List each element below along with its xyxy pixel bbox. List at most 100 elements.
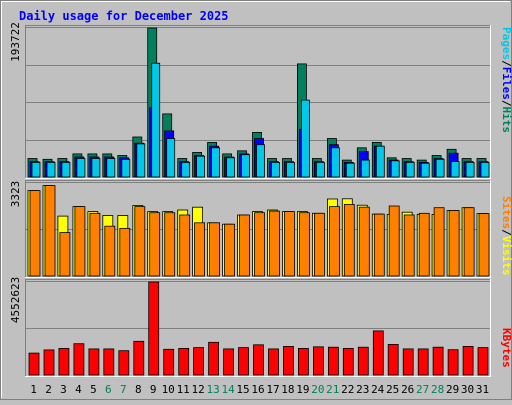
bar-sites-day-28 [433,207,445,277]
bar-pages-day-7 [121,158,131,178]
bar-pages-day-18 [286,161,295,178]
bar-sites-day-27 [418,212,430,277]
x-tick-label-30: 30 [461,383,474,396]
panel-visits-ymax-label: 3323 [9,181,22,208]
x-tick-label-1: 1 [30,383,37,396]
chart-title: Daily usage for December 2025 [19,9,229,23]
legend-sep-2: / [500,100,512,107]
bar-sites-day-16 [254,212,265,277]
bar-pages-day-9 [151,62,161,178]
x-tick-label-26: 26 [401,383,414,396]
legend-visits-sites: Sites/Visits [500,196,512,276]
bar-sites-day-6 [104,225,116,277]
bar-sites-day-12 [194,222,206,277]
bar-kbytes-day-8 [133,340,145,376]
x-tick-label-13: 13 [206,383,219,396]
bar-kbytes-day-23 [357,346,369,376]
bar-kbytes-day-22 [342,347,354,376]
bar-pages-day-26 [405,161,415,178]
bar-pages-day-29 [450,161,460,178]
bar-pages-day-20 [315,161,325,178]
bar-kbytes-day-28 [432,346,444,376]
bar-kbytes-day-5 [88,348,100,376]
bar-sites-day-22 [343,203,355,277]
panel-visits-bars [27,185,490,277]
x-tick-label-22: 22 [341,383,354,396]
x-tick-label-4: 4 [75,383,82,396]
bar-pages-day-4 [76,158,86,178]
bar-kbytes-day-7 [118,350,130,376]
bar-pages-day-28 [435,158,445,178]
bar-kbytes-day-16 [253,344,264,376]
bar-sites-day-3 [59,232,71,277]
bar-kbytes-day-10 [163,348,175,376]
bar-pages-day-19 [300,99,310,178]
bar-kbytes-day-17 [268,348,279,376]
legend-hits: Hits [500,107,512,134]
panel-kbytes-ymax-label: 4552623 [9,277,22,323]
x-tick-label-8: 8 [135,383,142,396]
bar-kbytes-day-31 [477,347,489,376]
bar-sites-day-8 [134,206,146,277]
bar-sites-day-20 [313,212,325,277]
x-axis-day-labels: 1 2 3 4 5 6 7 8 9 10 11 12 13 14 15 16 17 18 19 20 21 22 23 24 2… [30,383,489,396]
bar-pages-day-8 [136,143,146,178]
panel-hits-files-pages [25,25,491,179]
x-tick-label-6: 6 [105,383,112,396]
bar-sites-day-23 [358,206,370,277]
legend-visits: Visits [500,236,512,276]
panel-visits-sites [25,180,491,278]
bar-pages-day-2 [46,161,56,178]
bar-kbytes-day-25 [387,343,399,376]
x-tick-label-2: 2 [45,383,52,396]
bar-pages-day-27 [420,162,430,178]
bar-sites-day-29 [448,210,460,277]
x-tick-label-19: 19 [296,383,309,396]
x-tick-label-3: 3 [60,383,67,396]
bar-sites-day-10 [164,212,176,277]
bar-sites-day-18 [284,211,295,277]
bar-kbytes-day-26 [402,348,414,376]
bar-sites-day-4 [74,206,86,277]
bar-kbytes-day-20 [312,346,324,376]
bar-kbytes-day-27 [417,348,429,376]
x-tick-label-9: 9 [150,383,157,396]
panel-kbytes-bars [28,281,489,376]
x-tick-label-12: 12 [191,383,204,396]
bar-pages-day-22 [345,162,355,178]
bar-pages-day-17 [271,161,280,178]
bar-pages-day-31 [480,161,490,178]
bar-sites-day-11 [179,214,191,277]
bar-kbytes-day-29 [447,349,459,376]
bar-sites-day-1 [29,190,41,277]
legend-files: Files [500,67,512,100]
legend-sites: Sites [500,196,512,229]
bar-kbytes-day-24 [372,330,384,376]
bar-sites-day-25 [388,205,400,277]
bar-sites-day-26 [403,214,415,277]
bar-sites-day-30 [463,207,475,277]
bar-pages-day-25 [390,160,400,178]
bar-sites-day-21 [328,206,340,277]
x-tick-label-24: 24 [371,383,385,396]
panel-hits-ymax-label: 193722 [9,22,22,62]
bar-sites-day-5 [89,212,101,277]
x-tick-label-18: 18 [281,383,294,396]
legend-hits-files-pages: Pages/Files/Hits [500,27,512,133]
legend-pages: Pages [500,27,512,60]
legend-sep-3: / [500,229,512,236]
x-tick-label-11: 11 [177,383,190,396]
bar-kbytes-day-1 [28,352,40,376]
bar-kbytes-day-15 [238,347,249,376]
bar-kbytes-day-9 [148,281,160,376]
bar-sites-day-7 [119,227,131,277]
panel-kbytes-grid [26,281,490,329]
x-tick-label-17: 17 [266,383,279,396]
bar-kbytes-day-11 [178,347,190,376]
bar-sites-day-13 [209,222,221,277]
x-tick-label-10: 10 [162,383,175,396]
legend-kbytes: KBytes [500,328,512,368]
bar-pages-day-21 [330,147,340,178]
bar-sites-day-2 [44,185,56,277]
